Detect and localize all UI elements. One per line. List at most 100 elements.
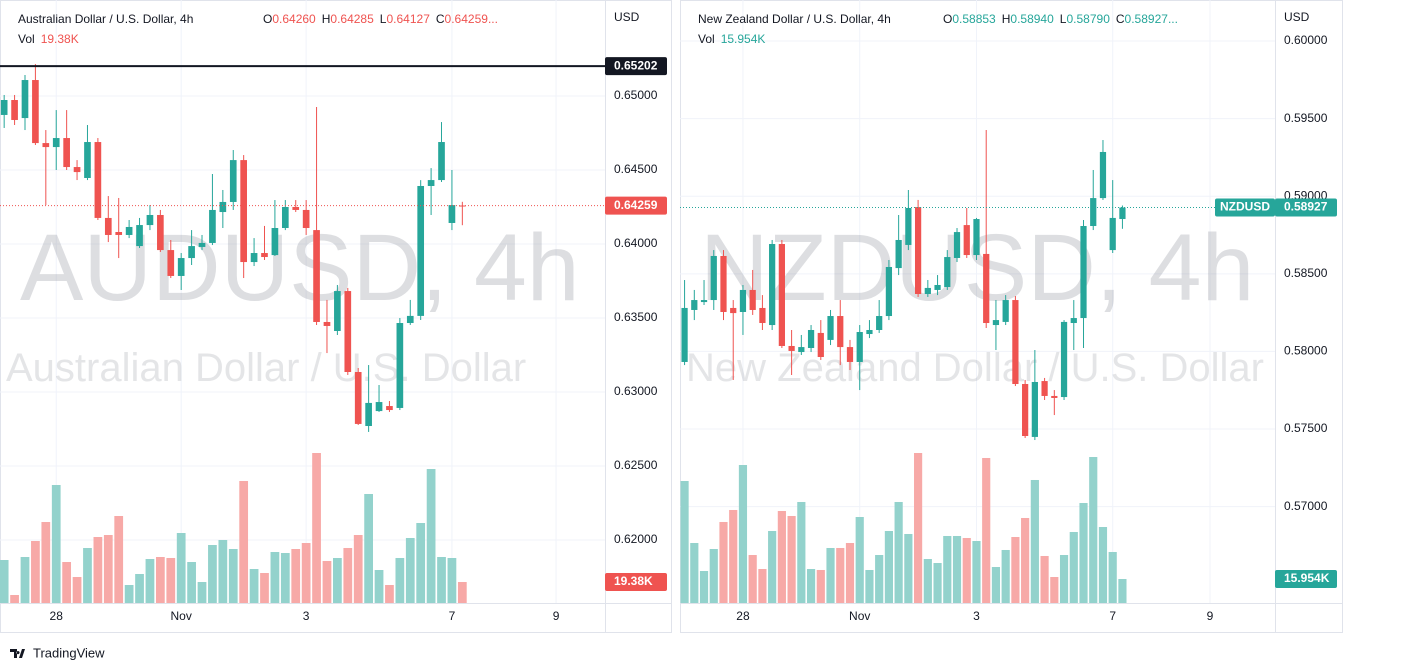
candle-body bbox=[710, 255, 717, 301]
volume-bar bbox=[991, 567, 1001, 603]
candle-body bbox=[1051, 395, 1058, 398]
volume-bar bbox=[135, 573, 144, 603]
candle-body bbox=[827, 316, 834, 340]
volume-bar bbox=[826, 547, 835, 603]
candle-body bbox=[32, 80, 39, 144]
candle-body bbox=[354, 371, 362, 424]
volume-bar bbox=[447, 557, 457, 603]
volume-bar bbox=[437, 556, 446, 603]
volume-bar bbox=[62, 562, 72, 603]
candle-body bbox=[125, 226, 133, 235]
volume-bar bbox=[748, 555, 757, 603]
volume-name: Vol bbox=[18, 32, 35, 46]
volume-bar bbox=[1098, 527, 1108, 603]
volume-bar bbox=[176, 533, 186, 603]
candle-body bbox=[427, 180, 435, 186]
volume-bar bbox=[333, 557, 342, 603]
candle-body bbox=[375, 402, 383, 412]
candle-body bbox=[42, 143, 50, 148]
candle-body bbox=[406, 315, 414, 324]
volume-bar bbox=[923, 559, 932, 603]
y-tick-label: 0.58500 bbox=[1284, 266, 1328, 280]
volume-bar bbox=[145, 559, 155, 603]
candle-body bbox=[177, 258, 185, 276]
volume-bar bbox=[836, 547, 845, 603]
candle-body bbox=[292, 206, 300, 210]
candle-body bbox=[344, 291, 352, 372]
volume-bar bbox=[875, 555, 884, 603]
tradingview-logo bbox=[10, 649, 25, 658]
candle-body bbox=[229, 160, 237, 202]
candle-body bbox=[21, 80, 29, 119]
y-tick-label: 0.59500 bbox=[1284, 111, 1328, 125]
ohlc-value: 0.58940 bbox=[1010, 12, 1054, 26]
volume-bar bbox=[208, 545, 217, 603]
candle-body bbox=[136, 225, 143, 247]
candle-body bbox=[188, 246, 195, 259]
volume-bar bbox=[699, 571, 709, 603]
volume-bar bbox=[884, 531, 893, 603]
volume-bar bbox=[1021, 517, 1030, 603]
price-box bbox=[1275, 198, 1337, 217]
volume-bar bbox=[51, 485, 61, 603]
volume-bar bbox=[20, 556, 30, 603]
ohlc-key: C bbox=[436, 12, 445, 26]
ohlc-value: 0.58853 bbox=[952, 12, 996, 26]
candle-body bbox=[691, 300, 698, 310]
candle-body bbox=[73, 167, 81, 173]
volume-bar bbox=[218, 539, 228, 603]
x-tick-label: 3 bbox=[973, 609, 980, 623]
y-tick-label: 0.65000 bbox=[614, 88, 658, 102]
volume-bar bbox=[797, 501, 806, 603]
candle-body bbox=[323, 321, 331, 326]
x-tick-label: 7 bbox=[1109, 609, 1116, 623]
legend-more: ... bbox=[1168, 12, 1178, 26]
candle-body bbox=[313, 230, 320, 322]
volume-value-label: 19.38K bbox=[614, 574, 653, 588]
volume-bar bbox=[416, 523, 426, 603]
ohlc-key: O bbox=[943, 12, 952, 26]
volume-bar bbox=[239, 480, 249, 603]
volume-bar bbox=[280, 553, 290, 603]
candle-body bbox=[84, 142, 91, 178]
candle-body bbox=[261, 253, 268, 258]
volume-bar bbox=[72, 576, 82, 603]
candle-body bbox=[11, 100, 18, 120]
volume-bar bbox=[680, 481, 689, 603]
volume-bar bbox=[124, 585, 134, 603]
y-tick-label: 0.60000 bbox=[1284, 33, 1328, 47]
ohlc-key: L bbox=[380, 12, 387, 26]
currency-label: USD bbox=[1284, 10, 1310, 24]
volume-bar bbox=[10, 595, 19, 603]
candle-body bbox=[63, 138, 70, 168]
volume-bar bbox=[1040, 555, 1049, 603]
candle-body bbox=[1031, 381, 1038, 437]
candle-body bbox=[963, 225, 970, 256]
volume-bar bbox=[301, 543, 311, 603]
volume-bar bbox=[806, 569, 816, 603]
candle-body bbox=[250, 253, 258, 263]
candle-body bbox=[759, 307, 766, 324]
legend-title: New Zealand Dollar / U.S. Dollar, 4h bbox=[698, 12, 891, 26]
volume-bar bbox=[343, 547, 353, 603]
candle-body bbox=[219, 201, 227, 213]
volume-bar bbox=[1011, 537, 1020, 603]
candle-body bbox=[769, 244, 776, 326]
candle-body bbox=[94, 142, 102, 218]
candle-body bbox=[807, 329, 815, 349]
y-tick-label: 0.63500 bbox=[614, 310, 658, 324]
y-tick-label: 0.62500 bbox=[614, 458, 658, 472]
volume-bar bbox=[31, 540, 40, 603]
volume-bar bbox=[865, 569, 874, 603]
candle-body bbox=[115, 232, 123, 235]
footer-brand: TradingView bbox=[33, 645, 105, 660]
candle-body bbox=[1012, 300, 1019, 385]
x-tick-label: Nov bbox=[849, 609, 870, 623]
volume-bar bbox=[1001, 549, 1010, 603]
candle-body bbox=[417, 185, 425, 316]
volume-bar bbox=[768, 531, 777, 603]
y-tick-label: 0.57000 bbox=[1284, 499, 1328, 513]
volume-legend-value: 19.38K bbox=[41, 32, 79, 46]
candle-body bbox=[885, 266, 893, 317]
